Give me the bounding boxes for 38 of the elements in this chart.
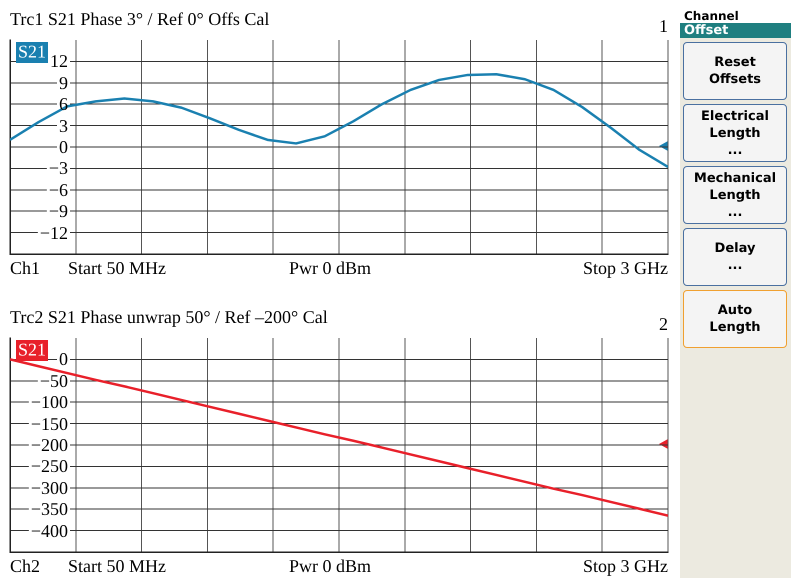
y-tick-label: −50	[38, 370, 70, 392]
text: Stop 3 GHz	[583, 556, 668, 576]
text: 1	[659, 16, 668, 37]
y-tick-label: −6	[46, 178, 70, 201]
text: Start 50 MHz	[68, 556, 166, 576]
y-tick-label: −400	[28, 520, 70, 542]
y-tick-label: −350	[28, 498, 70, 520]
y-tick-label: −12	[38, 222, 70, 244]
softkey-button: Delay ...	[683, 228, 787, 286]
y-tick-label: −3	[46, 157, 70, 180]
series-label: S21	[18, 340, 46, 360]
text: 2	[659, 314, 668, 335]
text: Offset	[680, 23, 791, 38]
text: Pwr 0 dBm	[289, 556, 372, 576]
y-tick-label: −250	[28, 455, 70, 478]
y-tick-label: 0	[57, 348, 70, 370]
y-tick-label: 0	[57, 136, 70, 158]
text: Ch2	[10, 556, 40, 576]
softkey-button: Mechanical Length ...	[683, 166, 787, 224]
softkey-button: Electrical Length ...	[683, 104, 787, 162]
y-tick-label: 3	[57, 114, 70, 137]
text: Pwr 0 dBm	[289, 258, 372, 278]
chart-title: Trc1 S21 Phase 3° / Ref 0° Offs Cal	[10, 9, 270, 30]
chart-title: Trc2 S21 Phase unwrap 50° / Ref –200° Cal	[10, 307, 328, 328]
text: Channel	[680, 0, 791, 23]
text: Ch1	[10, 258, 40, 278]
y-tick-label: 12	[48, 50, 70, 72]
text: S21	[18, 42, 46, 62]
softkey-button: Auto Length	[683, 290, 787, 348]
softkey-button: Reset Offsets	[683, 42, 787, 100]
text: Start 50 MHz	[68, 258, 166, 278]
y-tick-label: −9	[46, 200, 70, 222]
y-tick-label: −100	[28, 391, 70, 414]
y-tick-label: −150	[28, 412, 70, 435]
text: Stop 3 GHz	[583, 258, 668, 278]
y-tick-label: 9	[57, 72, 70, 94]
y-tick-label: −200	[28, 434, 70, 456]
y-tick-label: −300	[28, 476, 70, 499]
